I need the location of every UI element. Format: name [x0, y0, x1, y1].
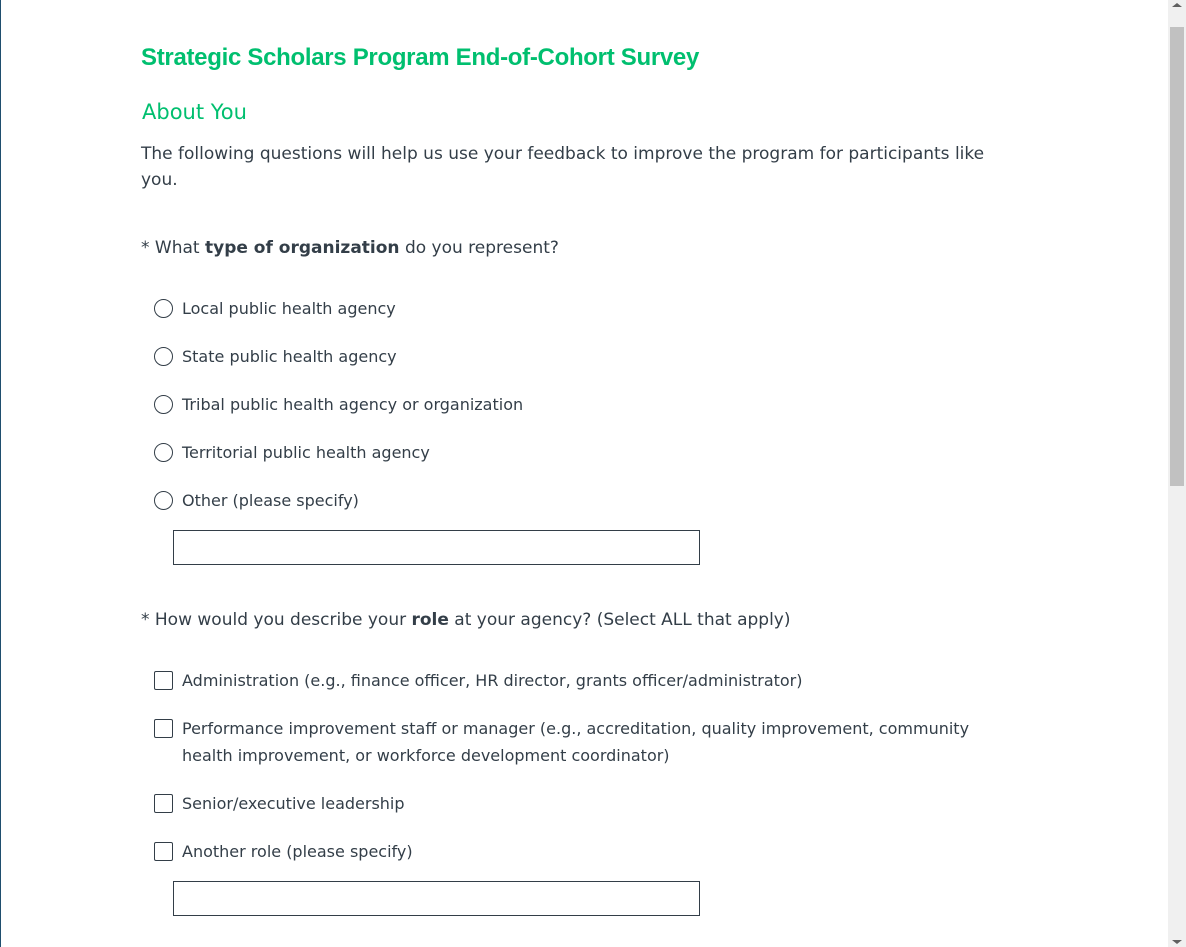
scrollbar-thumb[interactable] — [1170, 27, 1184, 486]
option-label: State public health agency — [182, 347, 397, 366]
option-label: Senior/executive leadership — [182, 794, 405, 813]
checkbox-option[interactable]: Senior/executive leadership — [154, 790, 405, 817]
checkbox[interactable] — [154, 794, 173, 813]
checkbox-option[interactable]: Administration (e.g., finance officer, H… — [154, 667, 1004, 694]
vertical-scrollbar[interactable] — [1168, 0, 1186, 947]
option-label: Other (please specify) — [182, 491, 359, 510]
checkbox[interactable] — [154, 719, 173, 738]
checkbox-option[interactable]: Another role (please specify) — [154, 838, 413, 865]
radio-option[interactable]: Territorial public health agency — [154, 439, 430, 466]
radio-button[interactable] — [154, 299, 173, 318]
survey-title: Strategic Scholars Program End-of-Cohort… — [141, 44, 700, 71]
checkbox[interactable] — [154, 842, 173, 861]
question-suffix: do you represent? — [399, 238, 559, 258]
option-label: Another role (please specify) — [182, 842, 413, 861]
radio-option[interactable]: Tribal public health agency or organizat… — [154, 391, 523, 418]
section-intro: The following questions will help us use… — [141, 144, 985, 190]
radio-button[interactable] — [154, 347, 173, 366]
radio-option[interactable]: Other (please specify) — [154, 487, 359, 514]
option-label: Territorial public health agency — [182, 443, 430, 462]
scroll-down-arrow-icon[interactable] — [1172, 940, 1182, 944]
option-label: Performance improvement staff or manager… — [182, 719, 970, 765]
question-prefix: * What — [141, 238, 205, 258]
scroll-up-arrow-icon[interactable] — [1172, 3, 1182, 7]
question-emphasis: role — [411, 610, 449, 630]
window-border — [0, 0, 1, 947]
section-title: About You — [142, 100, 247, 124]
other-role-input[interactable] — [173, 881, 700, 916]
radio-option[interactable]: Local public health agency — [154, 295, 396, 322]
radio-button[interactable] — [154, 395, 173, 414]
other-organization-input[interactable] — [173, 530, 700, 565]
option-label: Administration (e.g., finance officer, H… — [182, 671, 803, 690]
question-organization-type: * What type of organization do you repre… — [141, 238, 559, 258]
option-label: Tribal public health agency or organizat… — [182, 395, 524, 414]
question-role: * How would you describe your role at yo… — [141, 610, 791, 630]
radio-button[interactable] — [154, 491, 173, 510]
checkbox[interactable] — [154, 671, 173, 690]
question-prefix: * How would you describe your — [141, 610, 412, 630]
option-label: Local public health agency — [182, 299, 396, 318]
checkbox-option[interactable]: Performance improvement staff or manager… — [154, 715, 1004, 769]
question-suffix: at your agency? (Select ALL that apply) — [448, 610, 791, 630]
question-emphasis: type of organization — [204, 238, 400, 258]
radio-option[interactable]: State public health agency — [154, 343, 397, 370]
radio-button[interactable] — [154, 443, 173, 462]
